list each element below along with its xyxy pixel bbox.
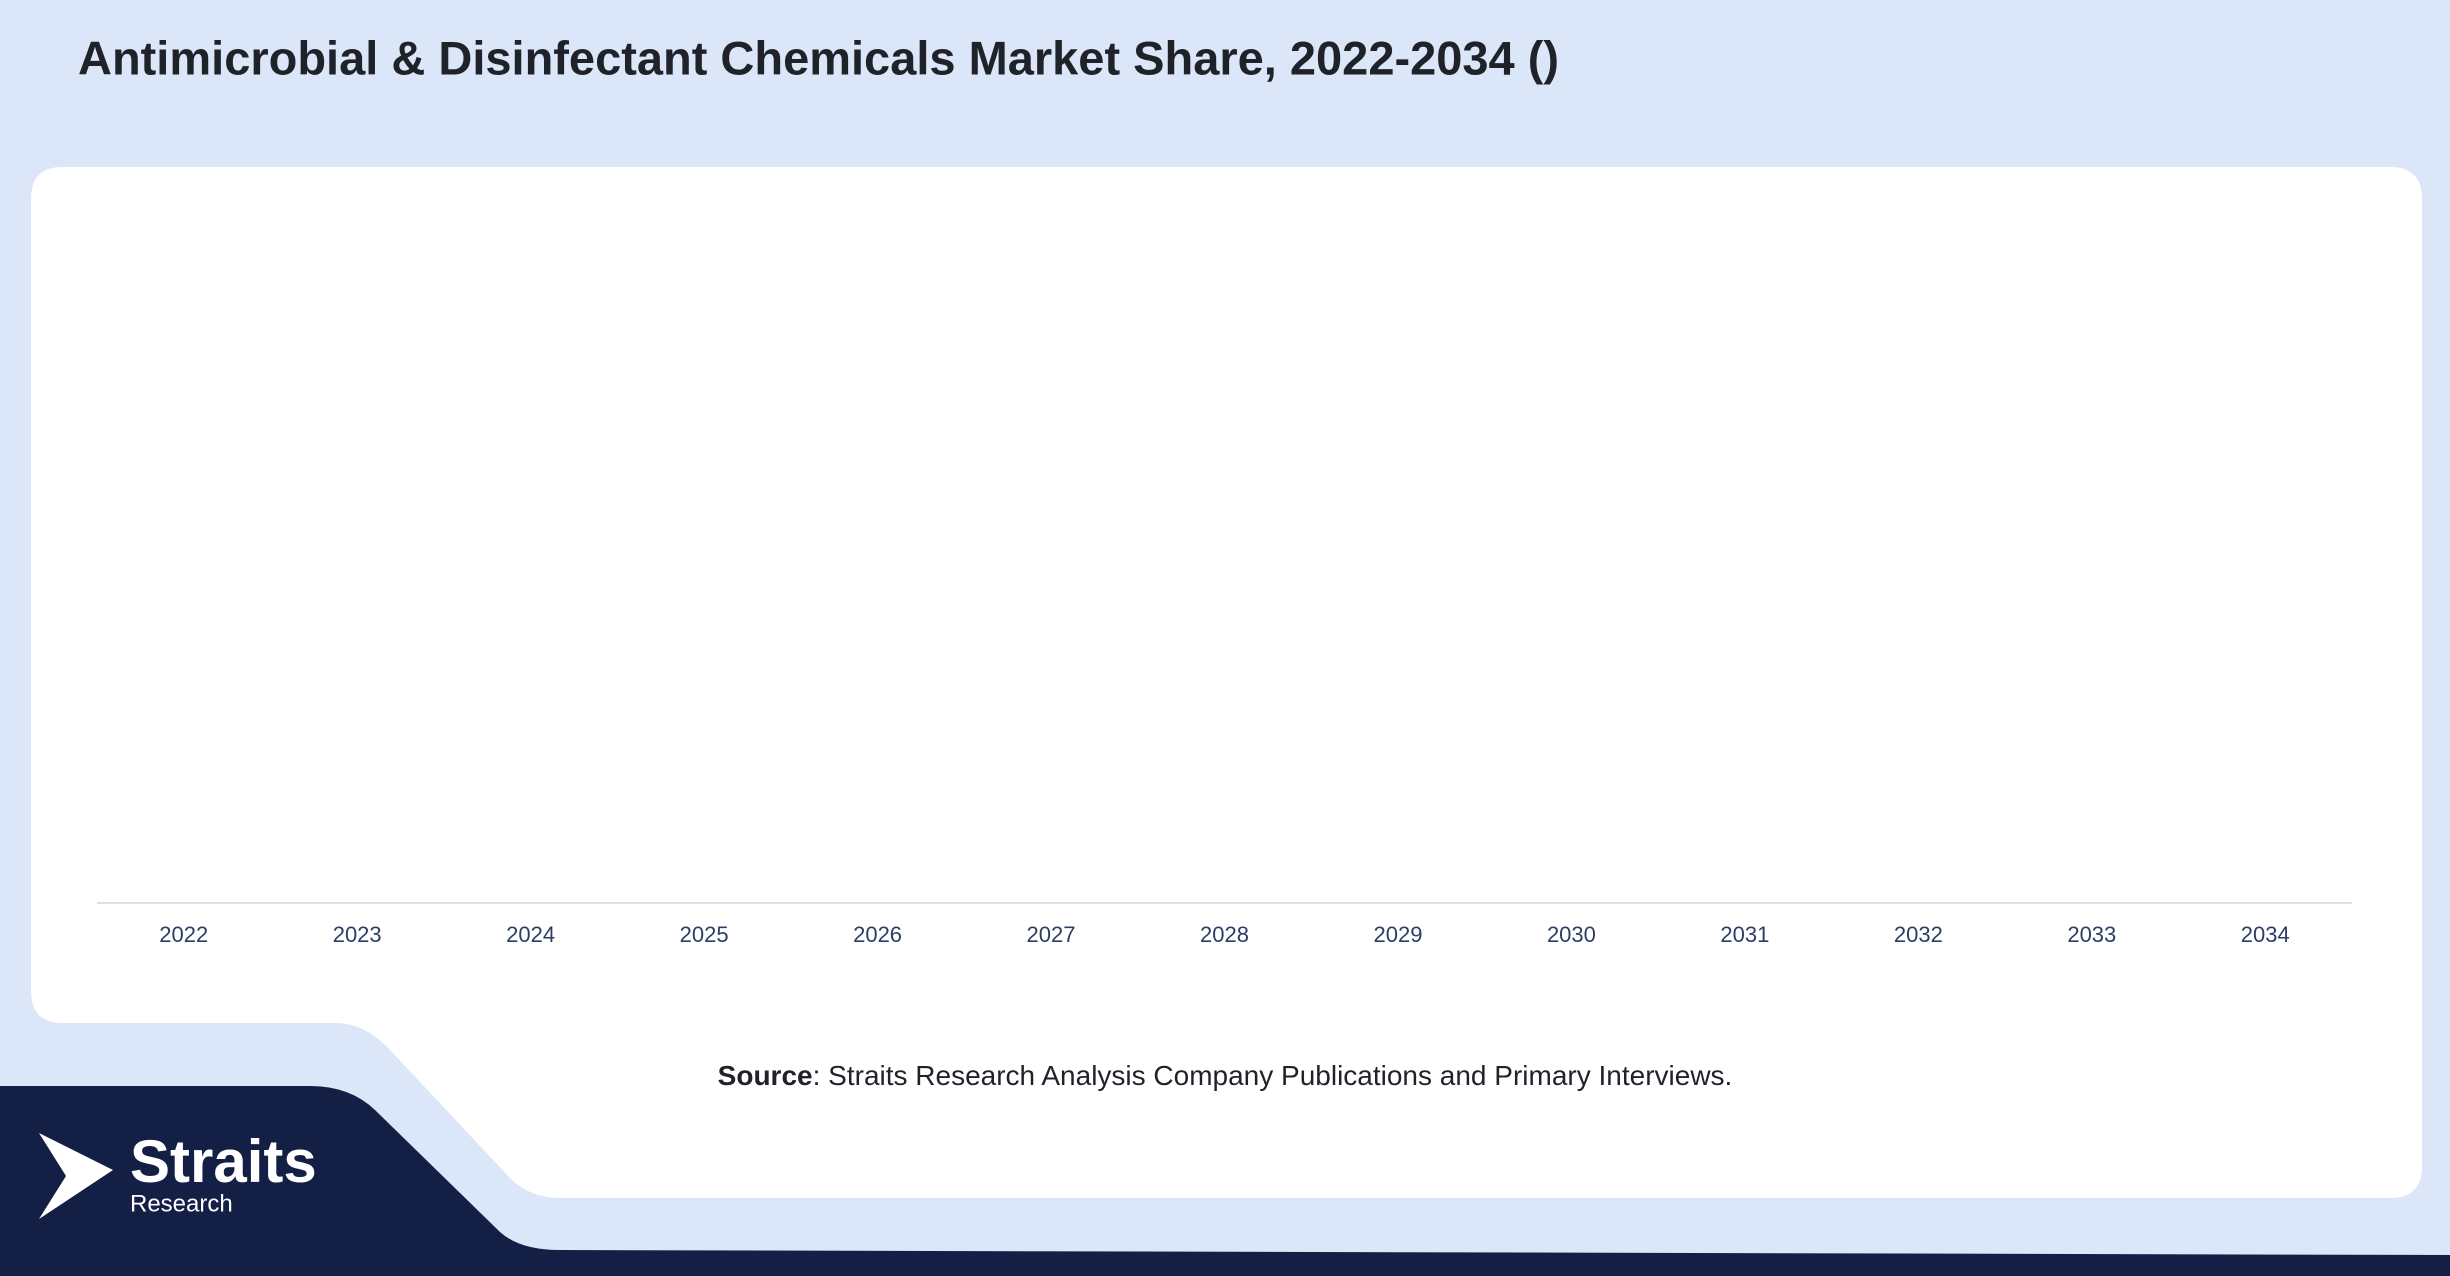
x-tick-label: 2034 [2241,922,2290,947]
x-tick-label: 2031 [1720,922,1769,947]
x-tick-label: 2027 [1027,922,1076,947]
x-tick-label: 2023 [333,922,382,947]
x-tick-label: 2033 [2067,922,2116,947]
chart-title: Antimicrobial & Disinfectant Chemicals M… [78,31,1559,84]
logo-name: Straits [130,1128,317,1195]
x-tick-label: 2029 [1373,922,1422,947]
footer-band [0,1086,2450,1276]
x-tick-label: 2030 [1547,922,1596,947]
source-label: Source [718,1060,813,1091]
source-note: Source: Straits Research Analysis Compan… [718,1060,1733,1091]
x-tick-label: 2025 [680,922,729,947]
x-tick-label: 2032 [1894,922,1943,947]
x-tick-label: 2024 [506,922,555,947]
source-text: : Straits Research Analysis Company Publ… [813,1060,1733,1091]
logo-mark [39,1133,113,1219]
x-tick-label: 2026 [853,922,902,947]
x-tick-label: 2028 [1200,922,1249,947]
x-tick-label: 2022 [159,922,208,947]
logo-tagline: Research [130,1190,233,1217]
card [31,167,2422,1198]
